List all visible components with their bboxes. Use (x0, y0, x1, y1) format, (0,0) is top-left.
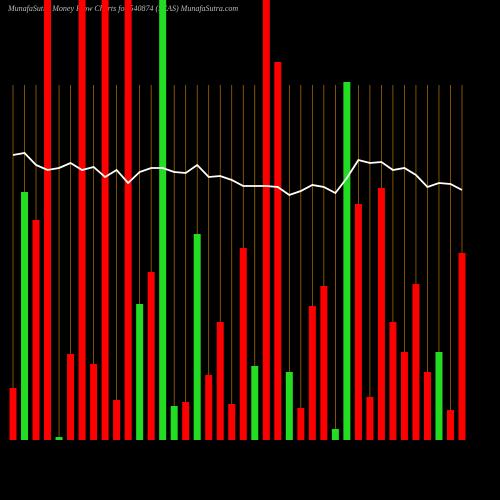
bar (90, 364, 98, 440)
bar (285, 372, 293, 440)
bar (446, 410, 454, 440)
bar (32, 220, 40, 440)
bar (239, 248, 247, 440)
bar (297, 408, 305, 440)
bar (366, 397, 374, 440)
bar (147, 272, 155, 440)
bar (228, 404, 236, 440)
bar (55, 437, 63, 440)
bar (458, 253, 466, 440)
bar (400, 352, 408, 440)
bar (274, 62, 282, 440)
bar (354, 204, 362, 440)
bar (21, 192, 29, 440)
bar (9, 388, 17, 440)
bar (78, 0, 86, 440)
bar (262, 0, 270, 440)
bar (205, 375, 213, 440)
bar (101, 0, 109, 440)
bar (331, 429, 339, 440)
bar (113, 400, 121, 440)
bar (251, 366, 259, 440)
bar (343, 82, 351, 440)
bar (124, 0, 132, 440)
bar (136, 304, 144, 440)
bar (159, 0, 167, 440)
bar (377, 188, 385, 440)
bar (193, 234, 201, 440)
bar (44, 0, 52, 440)
bar (182, 402, 190, 440)
bar (389, 322, 397, 440)
bar (216, 322, 224, 440)
bar (320, 286, 328, 440)
bar (67, 354, 75, 440)
bar (423, 372, 431, 440)
chart-title: MunafaSutra Money Flow Charts for 540874… (7, 4, 238, 13)
bar (170, 406, 178, 440)
money-flow-line (12, 152, 463, 197)
bar (308, 306, 316, 440)
bar (412, 284, 420, 440)
bar (435, 352, 443, 440)
